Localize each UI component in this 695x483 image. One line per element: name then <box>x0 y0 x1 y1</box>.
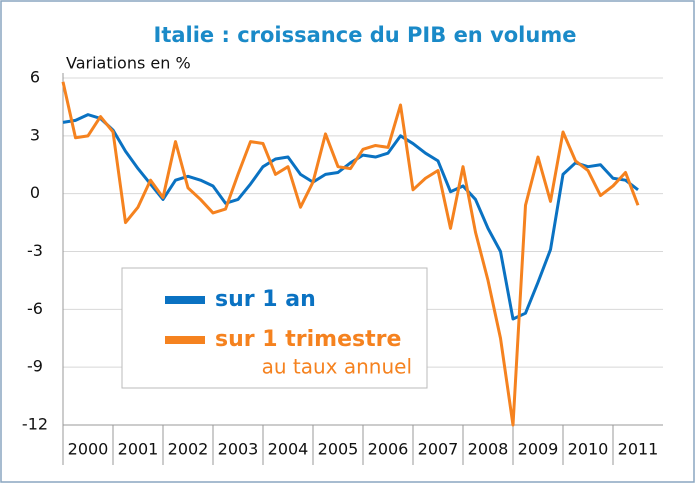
x-tick-label: 2000 <box>68 440 109 459</box>
x-tick-label: 2007 <box>418 440 459 459</box>
y-tick-label: -6 <box>27 299 43 318</box>
x-tick-label: 2009 <box>518 440 559 459</box>
legend-box <box>121 267 428 389</box>
y-tick-label: 6 <box>30 68 40 87</box>
series-line <box>62 113 639 321</box>
x-tick-label: 2011 <box>618 440 659 459</box>
y-tick-label: -3 <box>27 241 43 260</box>
legend-label: sur 1 trimestre <box>215 327 401 352</box>
series-line <box>61 81 640 427</box>
legend-note: au taux annuel <box>262 355 412 379</box>
legend-label: sur 1 an <box>215 287 316 312</box>
y-axis-label: Variations en % <box>66 54 191 73</box>
chart-title: Italie : croissance du PIB en volume <box>154 23 577 47</box>
x-tick-label: 2002 <box>168 440 209 459</box>
x-tick-label: 2010 <box>568 440 609 459</box>
y-tick-label: 3 <box>30 125 40 144</box>
y-tick-label: -12 <box>22 415 48 434</box>
y-tick-label: 0 <box>30 183 40 202</box>
x-tick-label: 2005 <box>318 440 359 459</box>
x-tick-label: 2006 <box>368 440 409 459</box>
x-tick-label: 2004 <box>268 440 309 459</box>
x-tick-label: 2003 <box>218 440 259 459</box>
x-tick-label: 2008 <box>468 440 509 459</box>
y-tick-label: -9 <box>27 357 43 376</box>
x-tick-label: 2001 <box>118 440 159 459</box>
